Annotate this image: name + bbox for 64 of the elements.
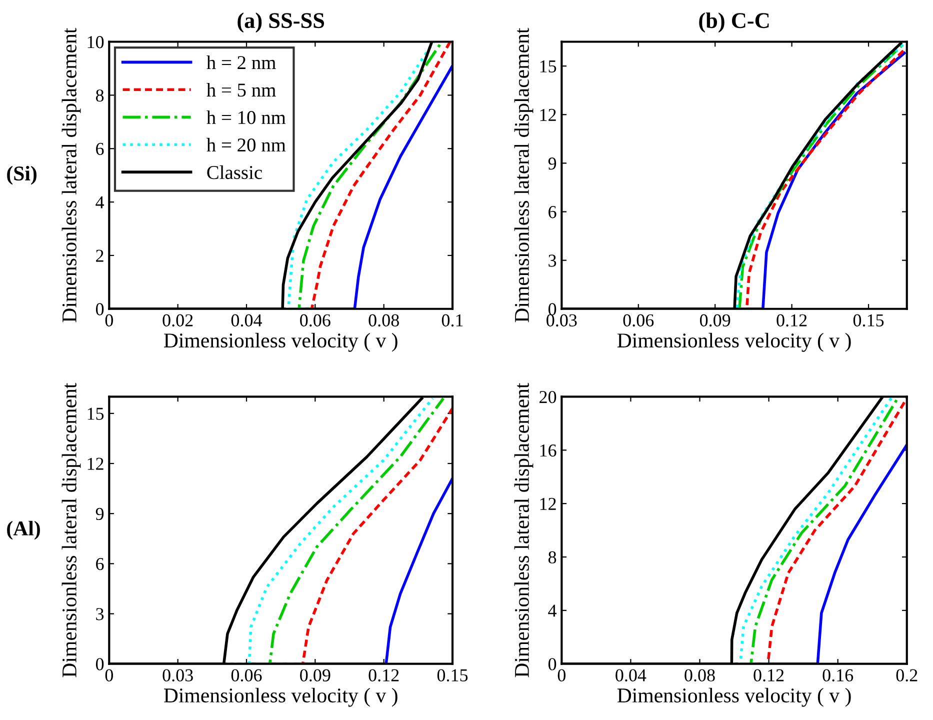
x-tick-label: 0.12 [368,669,399,682]
x-tick-label: 0.2 [896,669,918,682]
x-axis-title: Dimensionless velocity ( v ) [617,688,851,707]
x-axis-title: Dimensionless velocity ( v ) [164,332,398,352]
y-tick-label: 0 [96,658,104,670]
x-tick-label: 0.12 [776,314,807,327]
x-axis-title: Dimensionless velocity ( v ) [164,688,398,707]
x-tick-label: 0.08 [368,314,399,327]
y-tick-label: 3 [96,608,104,620]
x-tick-label: 0.03 [546,314,577,327]
y-tick-label: 0 [548,303,556,316]
x-tick-label: 0.08 [684,669,715,682]
x-tick-label: 0 [105,314,113,326]
y-tick-label: 15 [540,60,556,72]
x-tick-label: 0.09 [700,314,730,327]
y-tick-label: 20 [540,390,556,404]
x-tick-label: 0.09 [300,669,330,682]
y-tick-label: 4 [96,196,104,208]
x-tick-label: 0.06 [231,669,262,682]
y-tick-label: 9 [96,508,104,520]
y-tick-label: 9 [548,157,556,170]
x-tick-label: 0.1 [442,314,463,327]
y-tick-label: 16 [540,444,556,457]
y-tick-label: 12 [540,498,556,510]
y-tick-label: 12 [540,108,556,121]
y-tick-label: 6 [96,142,104,156]
x-tick-label: 0.04 [616,669,646,682]
y-tick-label: 6 [548,206,556,218]
y-tick-label: 8 [548,551,556,564]
x-axis-title: Dimensionless velocity ( v ) [617,332,851,352]
legend-label: h = 20 nm [206,138,286,152]
x-tick-label: 0.04 [231,314,262,327]
x-tick-label: 0.03 [162,669,193,682]
y-axis-title: Dimensionless lateral displacement [62,382,81,678]
legend-label: Classic [207,165,262,180]
x-tick-label: 0.02 [162,314,193,327]
legend-label: h = 10 nm [206,110,286,124]
y-axis-title: Dimensionless lateral displacement [514,382,534,678]
x-tick-label: 0.15 [437,669,468,682]
y-tick-label: 0 [548,658,556,670]
x-tick-label: 0.12 [754,669,784,682]
legend-label: h = 2 nm [206,55,276,69]
y-tick-label: 15 [88,408,104,420]
x-tick-label: 0.16 [822,669,854,682]
y-tick-label: 3 [548,254,556,267]
text: (Si) [7,166,36,185]
text: (Al) [7,520,40,540]
y-tick-label: 10 [88,36,104,48]
x-tick-label: 0.06 [623,314,654,327]
x-tick-label: 0 [558,669,566,682]
x-tick-label: 0.15 [853,314,884,327]
chart-title: (b) C-C [699,12,769,33]
x-tick-label: 0 [105,669,113,682]
y-axis-title: Dimensionless lateral displacement [62,28,81,322]
x-tick-label: 0.06 [300,314,330,327]
y-tick-label: 6 [96,558,104,570]
y-axis-title: Dimensionless lateral displacement [514,28,534,322]
y-tick-label: 2 [96,250,104,262]
y-tick-label: 12 [88,458,104,470]
chart-title: (a) SS-SS [238,12,324,33]
y-tick-label: 0 [96,303,104,316]
y-tick-label: 8 [96,89,104,102]
legend-label: h = 5 nm [206,82,276,97]
y-tick-label: 4 [548,604,557,617]
